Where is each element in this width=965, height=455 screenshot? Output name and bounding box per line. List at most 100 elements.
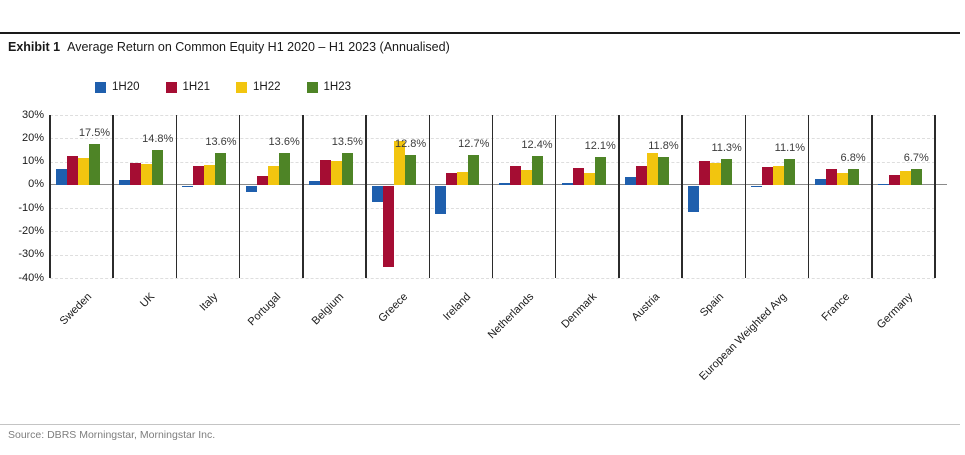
bar-1H23-uk [152,150,164,185]
category-separator-line [871,115,873,278]
chart-legend: 1H20 1H21 1H22 1H23 [95,81,351,93]
bar-1H22-sweden [78,158,89,185]
bar-1H21-portugal [256,175,268,185]
bar-1H20-france [814,178,826,185]
x-axis-category-label: Austria [629,290,663,324]
bar-1H21-italy [193,166,205,185]
category-separator-line [365,115,367,278]
bar-1H22-portugal [267,165,279,185]
legend-swatch-icon [95,81,106,93]
bar-value-label: 11.3% [711,141,742,154]
bar-1H22-italy [204,164,216,185]
bar-1H23-european-weighted-avg [784,159,796,185]
y-axis-tick-label: 0% [28,178,44,191]
bar-1H21-ireland [446,173,458,185]
bar-value-label: 12.1% [584,139,616,152]
x-axis-category-label: Sweden [57,290,94,328]
legend-item-1H22: 1H22 [236,81,281,93]
bar-1H21-germany [888,175,900,185]
y-axis-tick-label: 10% [21,155,44,168]
x-axis-category-label: European Weighted Avg [696,290,790,383]
bar-1H21-belgium [319,160,331,185]
footer-divider [0,424,960,425]
x-axis-category-label: Portugal [245,290,284,329]
bar-1H22-ireland [457,171,469,185]
category-separator-line [681,115,683,278]
legend-label: 1H21 [182,81,211,93]
bar-1H22-european-weighted-avg [773,165,785,185]
bar-1H23-netherlands [531,155,543,185]
y-axis-tick-label: -20% [18,224,44,237]
zero-axis-line [50,184,947,186]
bar-chart-plot-area [49,115,947,279]
bar-1H21-austria [635,166,647,185]
bar-1H20-portugal [245,185,257,193]
y-axis-tick-label: -40% [18,271,44,284]
legend-item-1H23: 1H23 [306,81,352,93]
legend-swatch-icon [236,81,247,93]
x-axis-category-label: Denmark [559,290,600,331]
bar-value-label: 12.8% [394,138,427,151]
x-axis-category-label: France [819,290,853,324]
category-separator-line [302,115,304,278]
bar-1H23-belgium [341,153,353,185]
bar-1H20-denmark [561,182,573,185]
category-separator-line [807,115,810,278]
bar-1H20-italy [182,185,194,188]
bar-1H23-spain [721,158,733,185]
bar-1H23-germany [910,169,922,185]
bar-1H21-netherlands [509,165,521,185]
bar-1H21-denmark [572,168,584,185]
category-separator-line [238,115,241,278]
x-axis-category-label: Italy [197,290,221,314]
bar-1H23-portugal [278,153,290,185]
legend-label: 1H23 [323,81,352,93]
bar-1H21-european-weighted-avg [762,166,774,185]
bar-1H21-greece [383,185,395,268]
source-note: Source: DBRS Morningstar, Morningstar In… [8,429,216,441]
bar-1H21-uk [130,162,142,185]
bar-1H23-ireland [468,155,480,185]
bar-1H22-france [836,172,848,185]
legend-item-1H21: 1H21 [165,81,211,93]
category-separator-line [428,115,431,278]
bar-1H20-uk [119,180,131,185]
bar-1H23-france [847,169,859,185]
bar-value-label: 17.5% [78,127,111,140]
bar-1H22-germany [899,171,911,185]
x-axis-category-label: Spain [697,290,726,320]
bar-value-label: 6.8% [840,152,866,165]
y-axis-tick-label: 20% [21,131,44,144]
bar-1H22-austria [646,153,658,185]
category-separator-line [934,115,936,278]
top-divider [0,32,960,34]
bar-1H23-italy [215,153,227,185]
category-separator-line [112,115,114,278]
bar-1H22-greece [394,140,406,185]
gridline [50,278,935,279]
x-axis-category-label: Germany [875,290,916,332]
bar-1H23-austria [657,157,669,185]
category-separator-line [618,115,620,278]
bar-value-label: 13.6% [268,136,300,149]
y-axis-tick-label: -10% [18,201,44,214]
bar-1H22-netherlands [520,170,532,185]
legend-label: 1H22 [253,81,281,93]
exhibit-label: Exhibit 1 [8,40,61,54]
bar-value-label: 12.4% [521,138,553,151]
bar-value-label: 12.7% [458,138,490,151]
x-axis-category-label: Ireland [440,290,474,324]
bar-value-label: 13.6% [205,136,237,149]
bar-1H20-germany [877,183,889,185]
bar-1H20-sweden [56,168,67,185]
bar-value-label: 11.1% [774,142,806,154]
bar-1H20-ireland [435,185,447,215]
bar-1H21-spain [699,160,711,185]
bar-1H20-netherlands [498,182,510,185]
x-axis-category-label: Belgium [309,290,347,328]
bar-1H22-belgium [330,160,342,185]
category-separator-line [49,115,51,278]
legend-swatch-icon [306,81,318,93]
legend-item-1H20: 1H20 [95,81,140,93]
